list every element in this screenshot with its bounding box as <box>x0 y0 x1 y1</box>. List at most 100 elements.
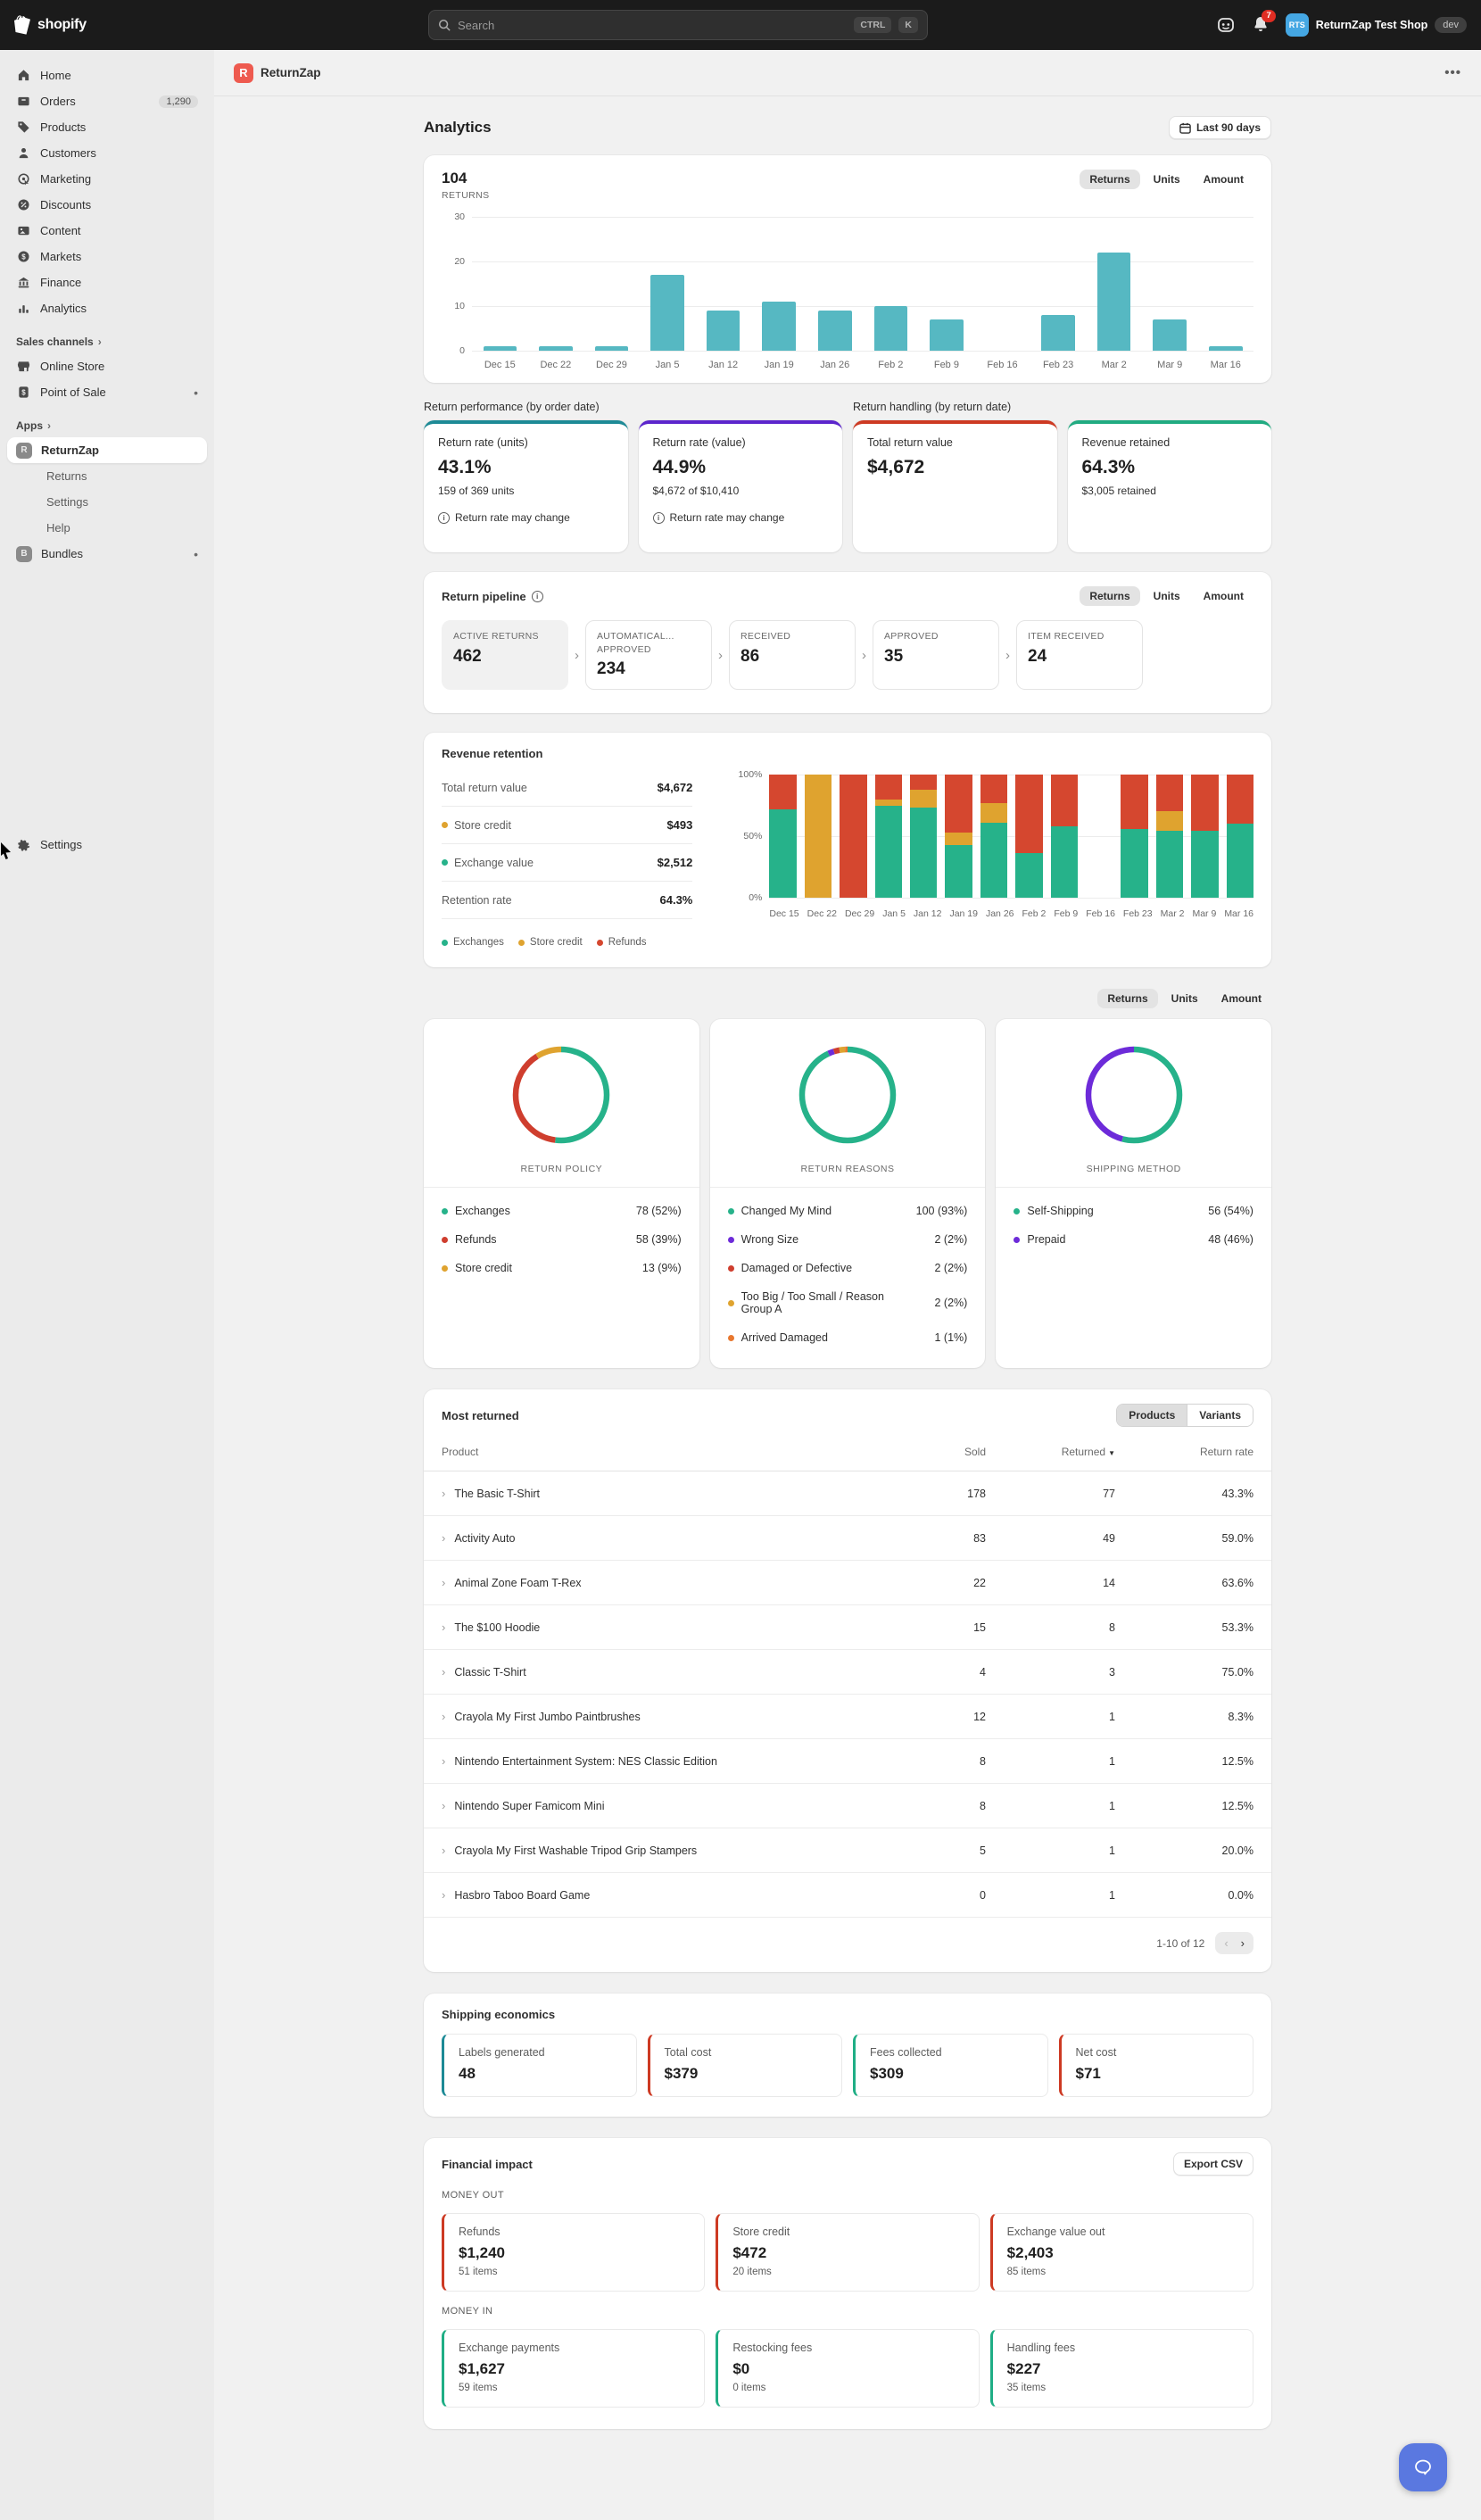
tab-units[interactable]: Units <box>1153 590 1180 602</box>
table-row[interactable]: › The $100 Hoodie 15 8 53.3% <box>424 1605 1271 1650</box>
table-row[interactable]: › Nintendo Entertainment System: NES Clas… <box>424 1739 1271 1784</box>
more-options-button[interactable]: ••• <box>1444 65 1461 80</box>
info-icon[interactable]: i <box>531 590 543 602</box>
legend-value: 56 (54%) <box>1208 1205 1253 1217</box>
sidebar-item-home[interactable]: Home <box>7 62 207 88</box>
stage-label: RECEIVED <box>740 631 791 642</box>
exchanges-segment <box>945 844 972 898</box>
pipeline-stage-item-received[interactable]: ITEM RECEIVED 24 <box>1016 620 1143 690</box>
x-tick-label: Feb 23 <box>1042 360 1074 370</box>
table-row[interactable]: › Classic T-Shirt 4 3 75.0% <box>424 1650 1271 1695</box>
legend-label: Damaged or Defective <box>740 1262 853 1274</box>
legend-name: Changed My Mind <box>727 1205 832 1217</box>
sidebar-item-help[interactable]: Help <box>7 515 207 541</box>
sidebar-item-marketing[interactable]: Marketing <box>7 166 207 192</box>
tab-units[interactable]: Units <box>1153 173 1180 186</box>
sidekick-icon[interactable] <box>1216 15 1236 35</box>
tab-returns[interactable]: Returns <box>1080 170 1140 189</box>
sidebar-item-settings[interactable]: Settings <box>7 489 207 515</box>
main-area: R ReturnZap ••• Analytics Last 90 days 1… <box>214 50 1481 2520</box>
sidebar-item-label: Home <box>40 69 71 82</box>
table-row[interactable]: › The Basic T-Shirt 178 77 43.3% <box>424 1471 1271 1516</box>
legend-value: 48 (46%) <box>1208 1233 1253 1246</box>
table-row[interactable]: › Activity Auto 83 49 59.0% <box>424 1516 1271 1561</box>
legend-label: Exchanges <box>455 1205 510 1217</box>
sidebar-item-returnzap[interactable]: R ReturnZap <box>7 437 207 463</box>
pipeline-stage-received[interactable]: RECEIVED 86 <box>729 620 856 690</box>
product-cell: › The $100 Hoodie <box>442 1621 901 1634</box>
sidebar-item-bundles[interactable]: B Bundles • <box>7 541 207 567</box>
metric-note: i Return rate may change <box>438 511 614 524</box>
pipeline-stage-active-returns[interactable]: ACTIVE RETURNS 462 <box>442 620 568 690</box>
shipping-stat-labels-generated: Labels generated 48 <box>442 2034 637 2097</box>
sales-channels-section[interactable]: Sales channels › <box>16 336 198 348</box>
sidebar-item-orders[interactable]: Orders 1,290 <box>7 88 207 114</box>
pipeline-title: Return pipeline <box>442 589 526 603</box>
refunds-segment <box>1191 775 1219 832</box>
prev-page-button[interactable]: ‹ <box>1224 1936 1229 1950</box>
table-row[interactable]: › Crayola My First Jumbo Paintbrushes 12 1 8… <box>424 1695 1271 1739</box>
legend-label: Wrong Size <box>740 1233 799 1246</box>
pipeline-stage-approved[interactable]: APPROVED 35 <box>873 620 999 690</box>
sidebar-item-products[interactable]: Products <box>7 114 207 140</box>
chat-button[interactable] <box>1399 2443 1447 2491</box>
tab-units[interactable]: Units <box>1171 992 1198 1005</box>
sidebar-item-point-of-sale[interactable]: $ Point of Sale • <box>7 379 207 405</box>
col-returned[interactable]: Returned ▼ <box>1061 1445 1115 1458</box>
return-rate-cell: 59.0% <box>1221 1531 1253 1545</box>
apps-section[interactable]: Apps › <box>16 419 198 432</box>
exchanges-segment <box>1050 825 1079 898</box>
sidebar-item-discounts[interactable]: Discounts <box>7 192 207 218</box>
settings-label: Settings <box>40 838 82 851</box>
stat-value: $2,403 <box>1006 2244 1054 2261</box>
pipeline-stage-automatical-approved[interactable]: AUTOMATICAL... APPROVED 234 <box>585 620 712 690</box>
tab-amount[interactable]: Amount <box>1220 992 1262 1005</box>
sidebar-item-content[interactable]: Content <box>7 218 207 244</box>
toggle-variants[interactable]: Variants <box>1187 1405 1253 1426</box>
export-csv-button[interactable]: Export CSV <box>1172 2152 1253 2176</box>
sidebar-item-markets[interactable]: $ Markets <box>7 244 207 269</box>
returns-total: 104 <box>442 170 467 187</box>
search-bar[interactable]: CTRL K <box>428 10 928 40</box>
financial-impact-title: Financial impact <box>442 2157 533 2171</box>
sidebar-item-returns[interactable]: Returns <box>7 463 207 489</box>
sidebar-item-finance[interactable]: Finance <box>7 269 207 295</box>
grid-line <box>472 217 1253 218</box>
y-tick-label: 50% <box>743 831 763 841</box>
legend-value: 58 (39%) <box>635 1233 682 1246</box>
sidebar-item-label: Finance <box>40 276 82 289</box>
account-menu[interactable]: RTS ReturnZap Test Shop dev <box>1285 13 1467 37</box>
legend-name: Too Big / Too Small / Reason Group A <box>727 1290 906 1315</box>
sidebar-item-online-store[interactable]: Online Store <box>7 353 207 379</box>
returns-bar <box>930 319 964 351</box>
next-page-button[interactable]: › <box>1240 1936 1245 1950</box>
toggle-products[interactable]: Products <box>1117 1405 1188 1426</box>
donut-chart <box>513 1046 610 1144</box>
sidebar-item-settings[interactable]: Settings <box>7 832 207 858</box>
mouse-cursor <box>1 842 11 859</box>
sidebar-item-customers[interactable]: Customers <box>7 140 207 166</box>
search-input[interactable] <box>458 18 848 32</box>
bar-column-jan-19 <box>751 217 807 351</box>
x-tick-label: Mar 16 <box>1224 908 1253 919</box>
donut-cards: RETURN POLICY Exchanges 78 (52%) Refunds 58 … <box>424 1019 1271 1368</box>
legend-name: Refunds <box>442 1233 497 1246</box>
legend-row-store-credit: Store credit 13 (9%) <box>442 1254 682 1282</box>
notifications-button[interactable]: 7 <box>1252 9 1276 36</box>
retention-stat-retention-rate: Retention rate 64.3% <box>442 882 693 919</box>
tab-amount[interactable]: Amount <box>1203 173 1244 186</box>
x-tick-label: Feb 2 <box>1022 908 1047 919</box>
tab-amount[interactable]: Amount <box>1203 590 1244 602</box>
table-row[interactable]: › Animal Zone Foam T-Rex 22 14 63.6% <box>424 1561 1271 1605</box>
store-icon <box>16 359 31 374</box>
svg-text:$: $ <box>21 388 26 396</box>
tab-returns[interactable]: Returns <box>1080 586 1140 606</box>
table-row[interactable]: › Hasbro Taboo Board Game 0 1 0.0% <box>424 1873 1271 1918</box>
sold-cell: 178 <box>967 1487 986 1500</box>
sidebar-item-analytics[interactable]: Analytics <box>7 295 207 321</box>
date-range-button[interactable]: Last 90 days <box>1168 116 1271 139</box>
x-tick-label: Mar 2 <box>1101 360 1127 370</box>
tab-returns[interactable]: Returns <box>1097 989 1158 1008</box>
table-row[interactable]: › Crayola My First Washable Tripod Grip S… <box>424 1828 1271 1873</box>
table-row[interactable]: › Nintendo Super Famicom Mini 8 1 12.5% <box>424 1784 1271 1828</box>
